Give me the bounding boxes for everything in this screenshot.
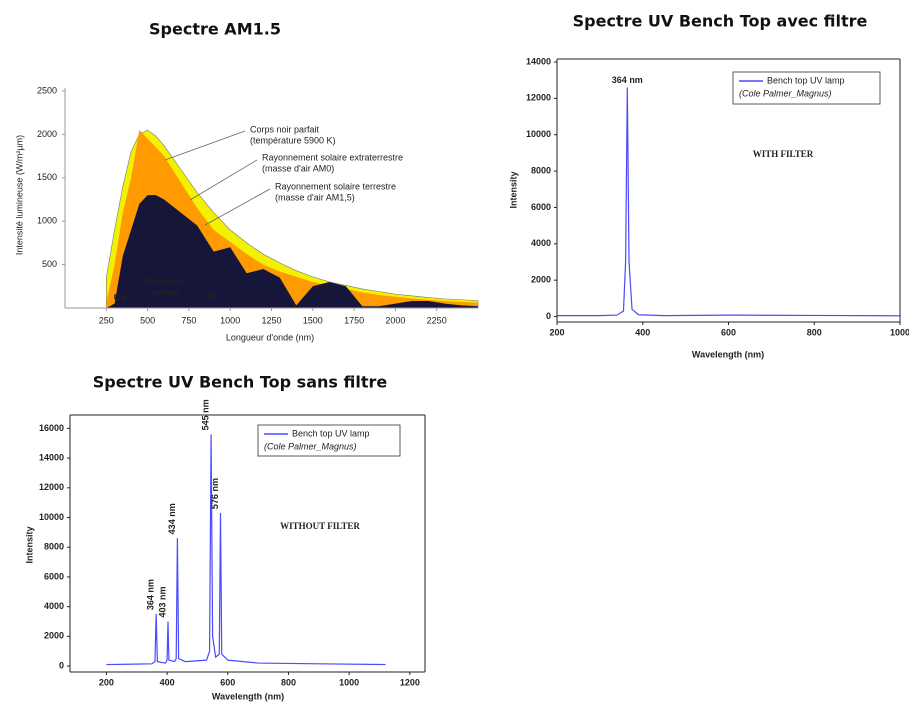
- x-tick-label: 400: [160, 677, 175, 687]
- annotation: WITH FILTER: [753, 149, 814, 159]
- y-tick-label: 2000: [44, 631, 64, 641]
- peak-label: 576 nm: [210, 478, 220, 509]
- line: [557, 87, 901, 317]
- leader-line: [189, 159, 258, 201]
- line: [106, 434, 386, 666]
- y-tick-label: 2000: [37, 129, 57, 139]
- y-tick-label: 1000: [37, 216, 57, 226]
- y-tick-label: 8000: [531, 165, 551, 175]
- region-label: Domaine: [146, 276, 184, 286]
- y-tick-label: 12000: [526, 93, 551, 103]
- annotation: WITHOUT FILTER: [280, 521, 360, 531]
- x-tick-label: 200: [99, 677, 114, 687]
- leader-line: [204, 188, 271, 226]
- x-tick-label: 1000: [339, 677, 359, 687]
- y-tick-label: 12000: [39, 482, 64, 492]
- peak-label: 403 nm: [157, 586, 167, 617]
- y-tick-label: 6000: [531, 202, 551, 212]
- x-tick-label: 1200: [400, 677, 420, 687]
- region-label: IR: [208, 291, 218, 301]
- legend-label: Rayonnement solaire terrestre: [275, 181, 396, 191]
- x-tick-label: 2000: [385, 315, 405, 325]
- y-tick-label: 10000: [526, 129, 551, 139]
- legend-box: [257, 424, 401, 457]
- x-tick-label: 600: [721, 327, 736, 337]
- x-axis-label: Wavelength (nm): [212, 691, 284, 701]
- peak-label: 364 nm: [146, 579, 156, 610]
- peak-label: 545 nm: [200, 399, 210, 430]
- legend-label: Bench top UV lamp: [767, 75, 845, 85]
- x-tick-label: 800: [281, 677, 296, 687]
- y-tick-label: 14000: [526, 56, 551, 66]
- x-tick-label: 2250: [427, 315, 447, 325]
- x-tick-label: 1500: [303, 315, 323, 325]
- chart-panel: Spectre AM1.5 Longueur d'onde (nm) Intensi…: [14, 20, 479, 342]
- x-axis-label: Longueur d'onde (nm): [226, 332, 314, 342]
- y-tick-label: 4000: [44, 601, 64, 611]
- area: [106, 195, 479, 308]
- x-tick-label: 750: [181, 315, 196, 325]
- y-axis-label: Intensity: [24, 526, 34, 563]
- y-tick-label: 8000: [44, 542, 64, 552]
- x-axis-label: Wavelength (nm): [692, 349, 764, 359]
- y-tick-label: 500: [42, 259, 57, 269]
- chart-title: Spectre AM1.5: [149, 20, 281, 39]
- peak-label: 434 nm: [167, 503, 177, 534]
- x-tick-label: 1000: [220, 315, 240, 325]
- region-label: UV: [114, 292, 127, 302]
- y-axis-label: Intensité lumineuse (W/m²µm): [14, 135, 24, 255]
- legend-note: (masse d'air AM0): [262, 163, 334, 173]
- legend-label: Corps noir parfait: [250, 124, 320, 134]
- x-tick-label: 250: [99, 315, 114, 325]
- legend-note: (température 5900 K): [250, 135, 336, 145]
- y-tick-label: 10000: [39, 512, 64, 522]
- chart-panel: Spectre UV Bench Top avec filtre Waveleng…: [508, 12, 909, 360]
- y-tick-label: 1500: [37, 172, 57, 182]
- legend-note: (Cole Palmer_Magnus): [264, 441, 357, 451]
- y-tick-label: 2500: [37, 85, 57, 95]
- x-tick-label: 1000: [890, 327, 909, 337]
- peak-label: 364 nm: [612, 75, 643, 85]
- legend-note: (masse d'air AM1,5): [275, 192, 355, 202]
- region-label: visible: [151, 287, 179, 297]
- y-tick-label: 16000: [39, 423, 64, 433]
- y-tick-label: 0: [546, 311, 551, 321]
- y-tick-label: 2000: [531, 275, 551, 285]
- x-tick-label: 500: [140, 315, 155, 325]
- leader-line: [164, 130, 246, 161]
- legend-box: [732, 71, 881, 105]
- y-axis-label: Intensity: [508, 171, 518, 208]
- x-tick-label: 1250: [261, 315, 281, 325]
- y-tick-label: 14000: [39, 452, 64, 462]
- chart-title: Spectre UV Bench Top avec filtre: [573, 12, 868, 31]
- x-tick-label: 800: [807, 327, 822, 337]
- x-tick-label: 400: [635, 327, 650, 337]
- y-tick-label: 4000: [531, 238, 551, 248]
- legend-label: Rayonnement solaire extraterrestre: [262, 152, 403, 162]
- x-tick-label: 600: [220, 677, 235, 687]
- x-tick-label: 1750: [344, 315, 364, 325]
- y-tick-label: 6000: [44, 571, 64, 581]
- legend-note: (Cole Palmer_Magnus): [739, 88, 832, 98]
- y-tick-label: 0: [59, 660, 64, 670]
- x-tick-label: 200: [549, 327, 564, 337]
- legend-label: Bench top UV lamp: [292, 428, 370, 438]
- chart-title: Spectre UV Bench Top sans filtre: [93, 373, 388, 392]
- chart-panel: Spectre UV Bench Top sans filtre Waveleng…: [24, 373, 426, 701]
